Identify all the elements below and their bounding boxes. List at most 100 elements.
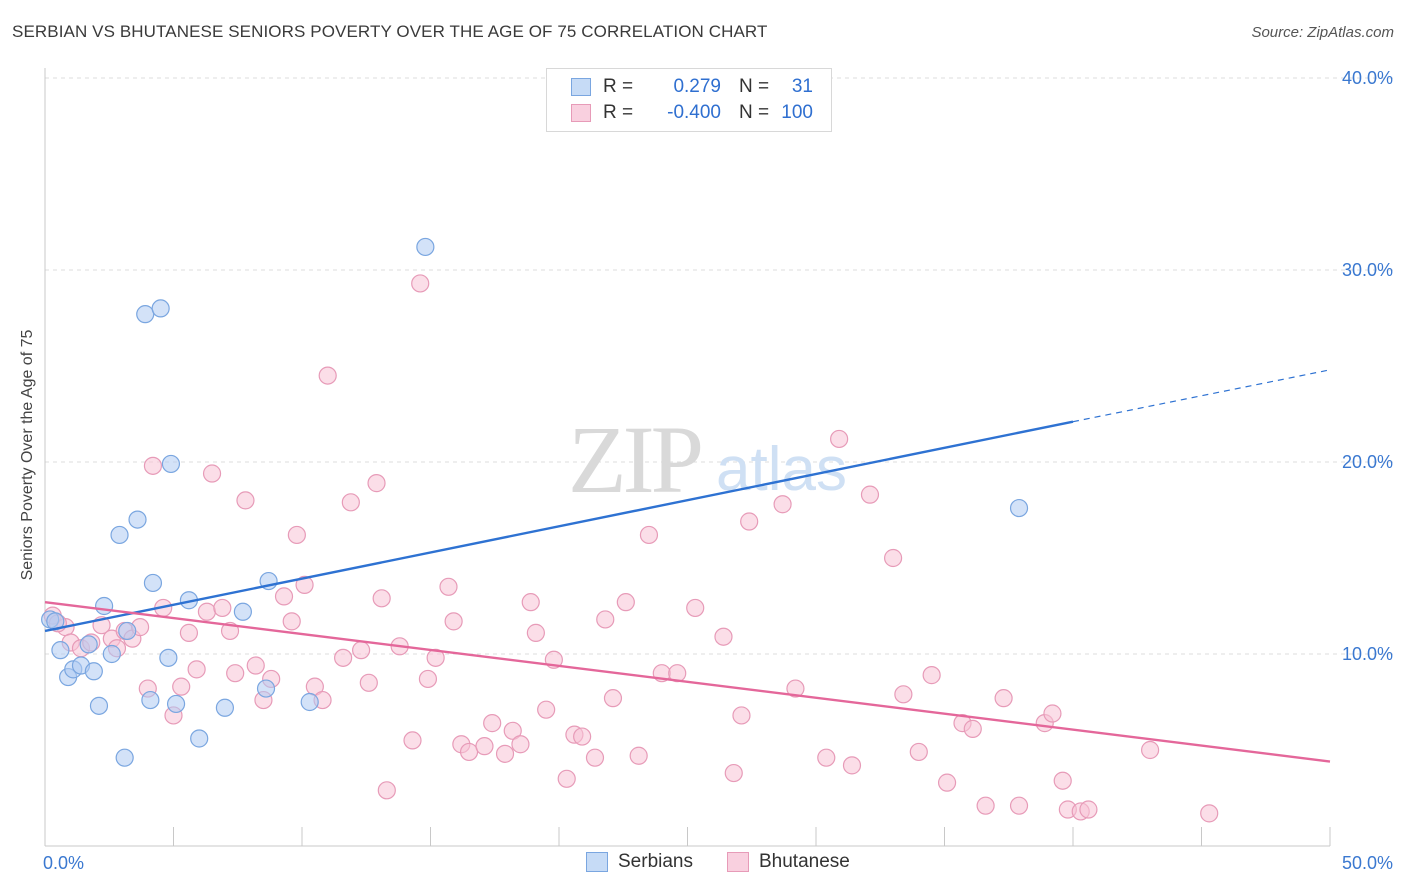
bhutanese-point (318, 366, 337, 385)
bhutanese-point (573, 727, 592, 746)
trendlines (44, 369, 1331, 763)
bhutanese-point (773, 495, 792, 514)
legend-label-serbians: Serbians (618, 851, 693, 872)
y-tick-label: 40.0% (1342, 68, 1393, 88)
y-axis-label: Seniors Poverty Over the Age of 75 (19, 329, 36, 581)
serbian-point (190, 729, 209, 748)
bhutanese-point (202, 464, 222, 483)
r-value: 0.279 (673, 76, 721, 97)
r-label: R = (603, 76, 634, 97)
bhutanese-point (994, 689, 1013, 708)
bhutanese-point (686, 598, 705, 618)
bhutanese-point (287, 525, 306, 545)
bhutanese-point (786, 679, 805, 698)
bhutanese-point (172, 677, 191, 696)
bhutanese-point (444, 612, 463, 631)
bhutanese-trendline (44, 600, 1331, 763)
serbian-point (84, 662, 103, 681)
bhutanese-swatch (571, 104, 591, 122)
y-tick-label: 20.0% (1342, 452, 1393, 472)
serbian-point (161, 454, 181, 474)
gridlines (45, 77, 1395, 655)
bhutanese-point (817, 748, 836, 767)
serbian-point (233, 602, 252, 621)
bhutanese-point (213, 598, 232, 618)
legend-label-bhutanese: Bhutanese (759, 851, 850, 872)
bhutanese-point (922, 666, 941, 685)
serbians-trendline (44, 420, 1074, 633)
bhutanese-point (714, 627, 733, 646)
serbian-point (115, 748, 134, 767)
bhutanese-point (403, 731, 422, 750)
bhutanese-point (439, 577, 458, 596)
bhutanese-point (359, 673, 378, 692)
bhutanese-point (367, 474, 386, 493)
source-credit: Source: ZipAtlas.com (1251, 24, 1394, 41)
bhutanese-point (724, 763, 743, 783)
x-tick-label: 50.0% (1342, 853, 1393, 873)
bhutanese-point (282, 612, 301, 631)
serbian-point (1009, 498, 1029, 518)
series-legend: Serbians Bhutanese (0, 851, 1406, 877)
bhutanese-point (295, 575, 314, 594)
watermark-atlas: atlas (716, 435, 847, 504)
bhutanese-point (860, 485, 880, 504)
n-value: 31 (791, 76, 813, 97)
y-tick-label: 10.0% (1342, 644, 1393, 664)
serbian-point (51, 641, 70, 660)
bhutanese-point (411, 274, 430, 293)
bhutanese-point (629, 746, 648, 765)
r-value: -0.400 (667, 102, 721, 123)
serbian-point (95, 596, 114, 616)
serbian-point (166, 694, 186, 714)
serbian-point (79, 635, 98, 654)
serbian-point (143, 573, 163, 593)
bhutanese-point (459, 742, 479, 762)
bhutanese-point (1079, 800, 1098, 819)
serbian-point (102, 644, 121, 664)
bhutanese-point (226, 664, 245, 683)
bhutanese-point (937, 773, 957, 792)
n-label: N = (739, 76, 770, 97)
bhutanese-point (883, 548, 903, 568)
bhutanese-point (483, 714, 502, 733)
serbian-point (136, 305, 155, 324)
legend-item-serbians[interactable]: Serbians (586, 851, 693, 873)
bhutanese-point (341, 493, 360, 512)
legend-item-bhutanese[interactable]: Bhutanese (727, 851, 850, 873)
serbian-point (300, 692, 319, 712)
bhutanese-point (511, 735, 530, 754)
serbian-point (151, 299, 170, 318)
bhutanese-point (596, 610, 615, 629)
bhutanese-point (603, 689, 623, 708)
series-serbians (41, 237, 1029, 767)
bhutanese-point (732, 706, 751, 725)
bhutanese-point (976, 796, 995, 815)
bhutanese-point (274, 587, 294, 606)
bhutanese-point (1043, 704, 1062, 723)
bhutanese-point (963, 719, 982, 738)
bhutanese-point (537, 700, 556, 719)
bhutanese-point (377, 781, 396, 800)
watermark-zip: ZIP (568, 406, 701, 513)
bhutanese-point (475, 737, 494, 756)
legend-row-bhutanese: R = -0.400 N = 100 (571, 101, 813, 125)
bhutanese-point (334, 648, 353, 667)
bhutanese-point (1009, 796, 1029, 815)
serbian-point (141, 690, 160, 710)
bhutanese-point (187, 660, 206, 679)
bhutanese-point (1053, 771, 1072, 790)
serbian-point (110, 525, 129, 545)
bhutanese-point (352, 641, 371, 660)
bhutanese-point (830, 429, 849, 449)
serbians-legend-swatch (586, 852, 608, 872)
bhutanese-point (426, 648, 445, 667)
bhutanese-point (521, 593, 540, 612)
bhutanese-point (1140, 740, 1160, 760)
bhutanese-point (894, 685, 913, 704)
tick-labels: 10.0% 20.0% 30.0% 40.0% 0.0% 50.0% (43, 68, 1393, 873)
bhutanese-legend-swatch (727, 852, 749, 872)
serbians-swatch (571, 78, 591, 96)
bhutanese-point (585, 748, 605, 767)
